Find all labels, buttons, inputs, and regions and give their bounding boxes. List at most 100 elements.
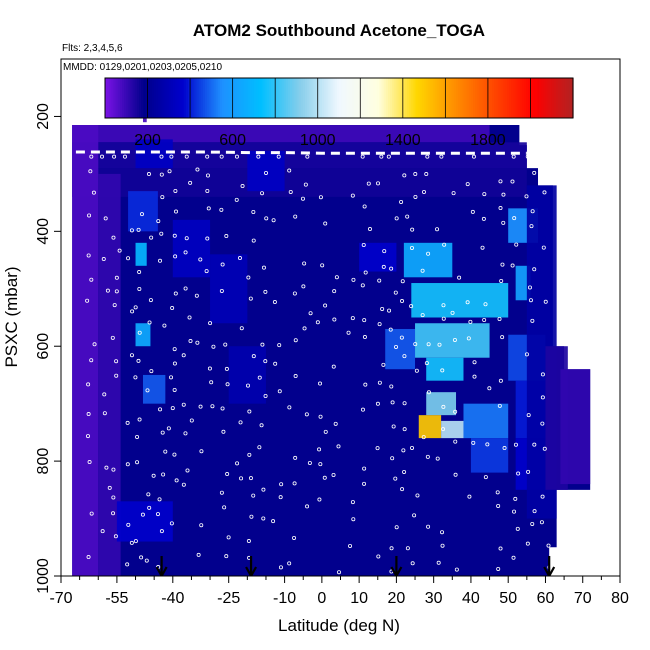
colorbar-tick-label: 1800 [470,132,506,149]
sample-point [206,206,211,211]
sample-point [511,555,516,560]
colorbar-swatch [381,78,385,118]
colorbar-swatch [547,78,551,118]
colorbar-swatch [158,78,161,118]
sample-point [386,154,391,159]
sample-point [524,352,529,357]
sample-point [184,236,189,241]
colorbar-swatch [568,78,572,118]
sample-point [346,330,351,335]
x-axis-label: Latitude (deg N) [278,616,400,635]
colorbar-swatch [373,78,376,118]
sample-point [360,283,365,288]
colorbar-swatch [290,78,293,118]
sample-point [159,154,164,159]
colorbar-swatch [538,78,542,118]
sample-point [436,560,441,565]
sample-point [133,375,138,380]
colorbar-swatch [173,78,176,118]
sample-point [375,401,380,406]
sample-point [224,366,229,371]
heatmap-cell [403,242,453,278]
sample-point [402,469,407,474]
colorbar-swatch [438,78,442,118]
colorbar-swatch [392,78,395,118]
sample-point [499,278,504,283]
sample-point [287,168,292,173]
sample-point [526,469,531,474]
sample-point [277,343,282,348]
sample-point [451,191,456,196]
colorbar-swatch [266,78,270,118]
sample-point [114,373,119,378]
sample-point [472,374,477,379]
sample-point [402,354,407,359]
sample-point [453,439,458,444]
sample-point [86,253,91,258]
sample-point [251,210,256,215]
x-tick-label: 10 [350,590,368,607]
sample-point [111,467,116,472]
sample-point [485,442,490,447]
sample-point [363,270,368,275]
sample-point [453,409,458,414]
sample-point [513,442,518,447]
sample-point [394,344,399,349]
heatmap-cell [98,173,121,576]
sample-point [487,386,492,391]
colorbar-swatch [224,78,227,118]
colorbar-swatch [368,78,372,118]
colorbar-swatch [515,78,519,118]
colorbar-swatch [504,78,508,118]
colorbar-swatch [509,78,512,118]
colorbar-swatch [136,78,140,118]
sample-point [100,154,105,159]
colorbar-swatch [285,78,289,118]
sample-point [87,460,92,465]
sample-point [426,251,431,256]
sample-point [351,517,356,522]
sample-point [204,269,209,274]
sample-point [137,270,142,275]
colorbar-swatch [134,78,138,118]
colorbar-swatch [490,78,493,118]
colorbar-swatch [562,78,566,118]
sample-point [261,516,266,521]
sample-point [399,199,404,204]
sample-point [540,421,545,426]
heatmap-cell [359,242,397,272]
colorbar-swatch [449,78,453,118]
colorbar-swatch [560,78,563,118]
sample-point [381,362,386,367]
sample-point [390,456,395,461]
sample-point [149,235,154,240]
sample-point [540,372,545,377]
sample-point [399,335,404,340]
sample-point [501,220,506,225]
colorbar-swatch [385,78,389,118]
sample-point [497,403,502,408]
sample-point [510,263,515,268]
sample-point [332,289,337,294]
colorbar-swatch [226,78,229,118]
colorbar-swatch [166,78,170,118]
sample-point [239,476,244,481]
y-tick-label: 200 [35,103,52,130]
colorbar-swatch [456,78,459,118]
colorbar-swatch [230,78,234,118]
heatmap-cell [415,323,490,358]
colorbar-swatch [532,78,536,118]
colorbar-swatch [273,78,276,118]
colorbar-swatch [241,78,244,118]
sample-point [539,520,544,525]
colorbar-swatch [387,78,391,118]
sample-point [528,298,533,303]
sample-point [381,264,386,269]
sample-point [279,482,284,487]
sample-point [540,154,545,159]
colorbar-swatch [462,78,466,118]
sample-point [205,173,210,178]
sample-point [163,449,168,454]
sample-point [453,472,458,477]
sample-point [413,342,418,347]
